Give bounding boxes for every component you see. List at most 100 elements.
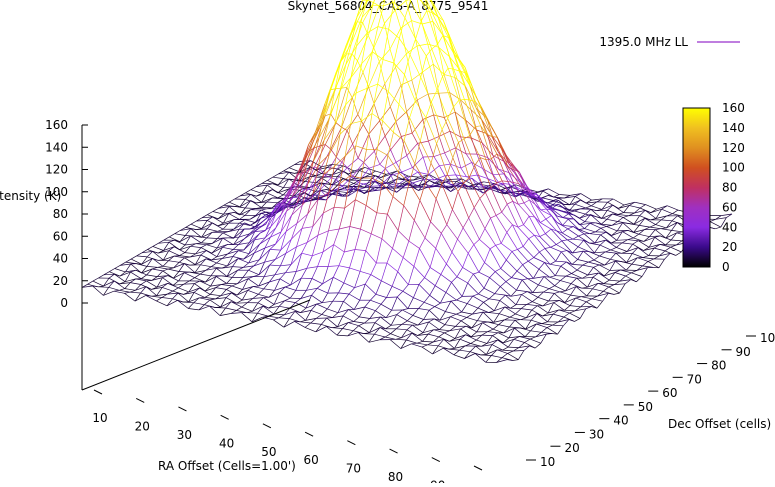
mesh-line (567, 240, 578, 247)
y-tick-label: 10 (540, 455, 555, 469)
mesh-line (211, 263, 217, 267)
mesh-line (158, 266, 163, 267)
mesh-line (185, 258, 196, 265)
mesh-line (430, 248, 436, 267)
mesh-line (590, 232, 596, 234)
mesh-line (435, 274, 441, 285)
mesh-line (232, 284, 238, 286)
mesh-line (522, 280, 533, 293)
z-tick-label: 60 (53, 229, 68, 243)
mesh-line (482, 332, 488, 335)
mesh-line (201, 265, 212, 267)
mesh-line (240, 215, 246, 219)
mesh-line (397, 188, 403, 192)
mesh-line (569, 313, 580, 318)
mesh-line (501, 243, 512, 251)
mesh-line (422, 345, 428, 347)
mesh-line (259, 248, 265, 260)
mesh-line (344, 227, 350, 253)
mesh-line (473, 296, 484, 302)
mesh-line (441, 233, 452, 252)
mesh-line (157, 271, 163, 277)
mesh-line (586, 299, 592, 302)
mesh-line (485, 249, 491, 263)
mesh-line (544, 289, 550, 292)
mesh-line (566, 276, 577, 278)
mesh-line (549, 289, 560, 292)
mesh-line (300, 322, 311, 323)
mesh-line (542, 324, 553, 326)
mesh-line (402, 309, 408, 310)
mesh-line (583, 251, 589, 252)
mesh-line (332, 164, 343, 166)
mesh-line (600, 245, 611, 250)
mesh-line (411, 344, 422, 347)
mesh-line (412, 325, 423, 333)
mesh-line (349, 288, 355, 294)
mesh-line (456, 321, 462, 327)
mesh-line (477, 312, 483, 321)
mesh-line (279, 306, 290, 308)
y-tick-label: 80 (711, 359, 726, 373)
mesh-line (607, 225, 613, 226)
mesh-line (576, 297, 582, 298)
mesh-line (456, 175, 467, 177)
mesh-line (247, 313, 258, 314)
mesh-line (385, 337, 396, 339)
mesh-line (265, 249, 271, 262)
mesh-line (593, 277, 604, 283)
mesh-line (428, 141, 434, 157)
mesh-line (429, 307, 435, 311)
mesh-line (661, 220, 672, 221)
mesh-line (485, 263, 496, 272)
x-axis-label: RA Offset (Cells=1.00') (158, 459, 296, 473)
mesh-line (417, 46, 423, 72)
mesh-line (419, 309, 430, 311)
mesh-line (452, 192, 458, 210)
mesh-line (676, 252, 682, 255)
mesh-line (207, 232, 213, 238)
mesh-line (387, 214, 398, 230)
floor-edge (82, 300, 310, 390)
mesh-line (489, 311, 495, 313)
mesh-line (321, 318, 327, 324)
mesh-line (307, 267, 318, 269)
mesh-line (575, 204, 586, 208)
mesh-line (423, 157, 429, 175)
mesh-line (250, 223, 256, 226)
mesh-line (285, 298, 291, 301)
mesh-line (452, 282, 463, 296)
mesh-line (439, 93, 445, 117)
mesh-line (163, 269, 168, 271)
mesh-line (273, 174, 278, 177)
mesh-line (517, 265, 523, 271)
colorbar-tick-label: 160 (722, 101, 745, 115)
mesh-line (409, 220, 415, 241)
mesh-line (517, 271, 528, 279)
mesh-line (446, 282, 452, 292)
mesh-line (365, 275, 371, 285)
mesh-line (636, 277, 642, 282)
mesh-line (391, 329, 397, 334)
mesh-line (403, 258, 414, 267)
mesh-line (479, 272, 490, 277)
mesh-line (93, 278, 99, 281)
mesh-line (503, 347, 509, 350)
mesh-line (655, 237, 666, 245)
mesh-line (280, 265, 291, 266)
mesh-line (509, 320, 515, 327)
mesh-line (339, 208, 345, 229)
mesh-line (322, 314, 333, 317)
mesh-line (444, 333, 455, 339)
mesh-line (434, 115, 440, 136)
mesh-line (478, 288, 484, 294)
mesh-line (331, 149, 337, 157)
mesh-line (482, 335, 493, 336)
mesh-line (339, 252, 345, 266)
mesh-line (327, 301, 333, 309)
mesh-line (436, 233, 442, 248)
mesh-line (391, 334, 402, 338)
mesh-line (270, 265, 281, 266)
mesh-line (248, 279, 259, 286)
mesh-line (518, 351, 524, 360)
